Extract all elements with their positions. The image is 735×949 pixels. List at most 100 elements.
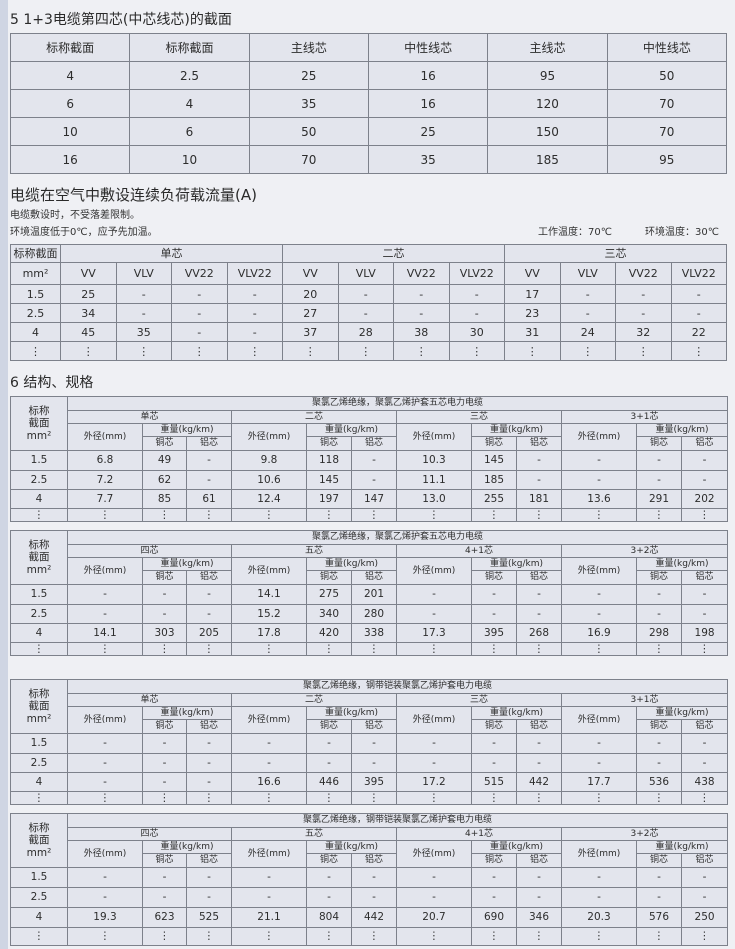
corner-label: mm²	[26, 846, 52, 859]
aluminum-core-header: 铝芯	[680, 719, 729, 734]
table-cell: -	[171, 284, 228, 304]
table-cell: -	[615, 303, 672, 323]
table-cell: 16.6	[231, 772, 307, 792]
table-cell: ⋮	[67, 642, 143, 656]
aluminum-core-header: 铝芯	[351, 853, 397, 868]
table-cell: 17.7	[561, 772, 637, 792]
table-cell: 17.2	[396, 772, 472, 792]
outer-diameter-header: 外径(mm)	[396, 840, 472, 868]
table-cell: -	[393, 303, 450, 323]
table-cell: -	[226, 284, 283, 304]
table-cell: -	[516, 753, 562, 773]
table-cell: 10.6	[231, 470, 307, 490]
table-cell: 16	[9, 145, 131, 174]
table-cell: ⋮	[516, 791, 562, 805]
copper-core-header: 铜芯	[636, 570, 682, 585]
ampacity-note-2: 环境温度低于0℃，应予先加温。	[10, 227, 158, 238]
section-5-title: 5 1+3电缆第四芯(中芯线芯)的截面	[10, 12, 232, 28]
table-cell: -	[142, 604, 187, 624]
group-header: 3+2芯	[560, 544, 729, 558]
table-cell: 24	[559, 322, 616, 342]
weight-header: 重量(kg/km)	[142, 706, 232, 720]
group-header-row: 标称截面 单芯 二芯 三芯	[10, 244, 727, 263]
table-cell: -	[561, 470, 637, 490]
table-row: 4- - -16.6 446 395 17.2 515 442 17.7 536 438	[10, 772, 729, 792]
corner-label: 截面	[28, 551, 50, 564]
table-cell: -	[186, 470, 232, 490]
table-cell: 49	[142, 450, 187, 471]
column-header: 标称截面	[9, 33, 131, 62]
table-cell: 85	[142, 489, 187, 509]
table-cell: 4	[10, 772, 68, 792]
table-title: 聚氯乙烯绝缘，钢带铠装聚氯乙烯护套电力电缆	[66, 679, 729, 694]
table-cell: 4	[10, 907, 68, 928]
table-cell: -	[67, 753, 143, 773]
corner-label: 标称	[28, 539, 50, 552]
outer-diameter-header: 外径(mm)	[561, 840, 637, 868]
ampacity-title: 电缆在空气中敷设连续负荷载流量(A)	[10, 186, 257, 204]
table-cell: 525	[186, 907, 232, 928]
table-cell: -	[226, 303, 283, 323]
header-row: 标称截面 标称截面 主线芯 中性线芯 主线芯 中性线芯	[9, 33, 728, 62]
table-cell: 2.5	[10, 753, 68, 773]
table-cell: 420	[306, 623, 352, 643]
table-cell: 14.1	[67, 623, 143, 643]
weight-header: 重量(kg/km)	[471, 706, 562, 720]
table-cell: 6	[9, 89, 131, 118]
table-cell: 446	[306, 772, 352, 792]
table-cell: 2.5	[129, 61, 250, 90]
table-cell: -	[561, 887, 637, 908]
table-cell: 395	[471, 623, 517, 643]
table-cell: 7.7	[67, 489, 143, 509]
group-header-row: 四芯 五芯 4+1芯 3+2芯	[11, 827, 729, 841]
table-cell: ⋮	[337, 341, 394, 361]
table-cell: 145	[471, 450, 517, 471]
aluminum-core-header: 铝芯	[516, 436, 562, 451]
table-cell: 4	[10, 489, 68, 509]
spec-table: 标称 截面 mm² 聚氯乙烯绝缘，钢带铠装聚氯乙烯护套电力电缆 四芯 五芯 4+1芯 3+2芯…	[10, 813, 729, 946]
table-cell: 16	[367, 89, 489, 118]
copper-core-header: 铜芯	[306, 853, 352, 868]
table-cell: -	[142, 584, 187, 605]
table-cell: 62	[142, 470, 187, 490]
table-cell: 202	[680, 489, 729, 509]
copper-core-header: 铜芯	[471, 436, 517, 451]
table-cell: 536	[636, 772, 682, 792]
sub-header-row: 外径(mm) 重量(kg/km) 外径(mm) 重量(kg/km) 外径(mm) 重量(k…	[11, 423, 729, 451]
table-cell: ⋮	[471, 927, 517, 946]
aluminum-core-header: 铝芯	[680, 570, 729, 585]
table-cell: -	[471, 867, 517, 888]
group-header: 五芯	[231, 544, 397, 558]
table-cell: ⋮	[142, 927, 187, 946]
group-header-row: 单芯 二芯 三芯 3+1芯	[11, 410, 729, 424]
table-cell: -	[67, 733, 143, 754]
corner-header: 标称 截面 mm²	[10, 396, 68, 451]
weight-header: 重量(kg/km)	[635, 423, 729, 437]
table-row: 1.5 25- - -20- - -17- - -	[10, 284, 727, 304]
table-cell: -	[186, 584, 232, 605]
type-header: VLV	[559, 262, 616, 285]
spec-table: 标称 截面 mm² 聚氯乙烯绝缘，聚氯乙烯护套五芯电力电缆 单芯 二芯 三芯 3+1芯 外径(m…	[10, 396, 729, 522]
aluminum-core-header: 铝芯	[351, 719, 397, 734]
table-cell: 17	[504, 284, 561, 304]
table-cell: -	[516, 604, 562, 624]
ambient-temperature: 环境温度：30℃	[645, 227, 719, 238]
corner-label: mm²	[26, 563, 52, 576]
table-cell: 37	[282, 322, 339, 342]
table-cell: 38	[393, 322, 450, 342]
table-cell: 145	[306, 470, 352, 490]
table-cell: -	[142, 887, 187, 908]
table-cell: ⋮	[171, 341, 228, 361]
table-cell: 118	[306, 450, 352, 471]
outer-diameter-header: 外径(mm)	[67, 706, 143, 734]
weight-header: 重量(kg/km)	[471, 423, 562, 437]
table-cell: -	[561, 733, 637, 754]
table-cell: -	[561, 867, 637, 888]
table-cell: ⋮	[142, 508, 187, 522]
table-cell: -	[636, 604, 682, 624]
column-header: 标称截面	[129, 33, 250, 62]
table-cell: -	[636, 470, 682, 490]
table-cell: 198	[680, 623, 729, 643]
table-cell: 4	[129, 89, 250, 118]
table-cell: -	[561, 450, 637, 471]
